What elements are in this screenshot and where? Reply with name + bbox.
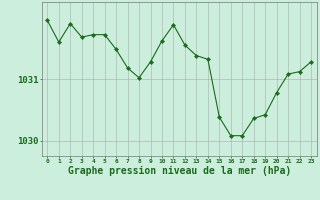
X-axis label: Graphe pression niveau de la mer (hPa): Graphe pression niveau de la mer (hPa) — [68, 166, 291, 176]
